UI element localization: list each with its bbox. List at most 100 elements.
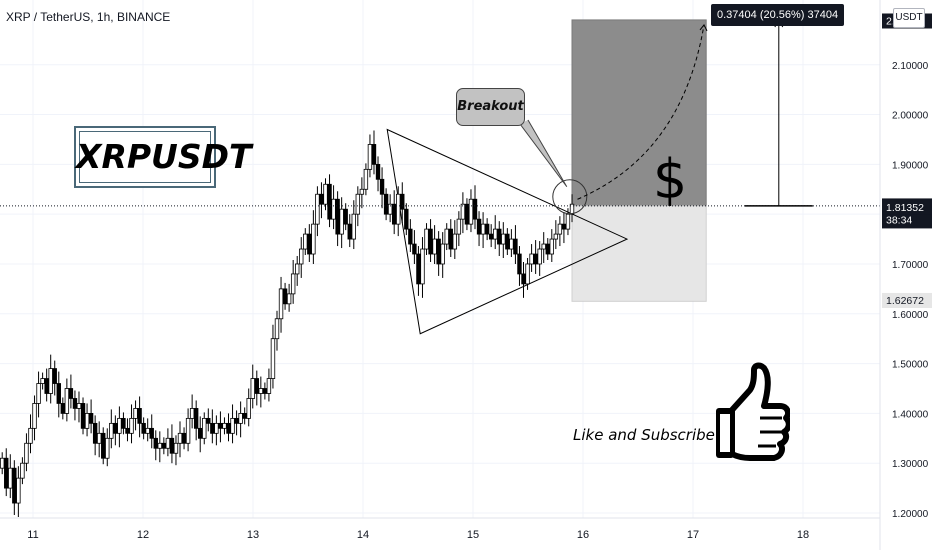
- candle-body: [505, 233, 510, 250]
- candle-body: [109, 422, 114, 439]
- candle-body: [101, 432, 106, 459]
- candle-body: [456, 218, 462, 235]
- candle-body: [198, 427, 203, 439]
- candle-body: [303, 233, 308, 250]
- candle-body: [319, 193, 324, 205]
- candle-body: [226, 422, 231, 434]
- currency-label[interactable]: USDT: [893, 8, 925, 28]
- candle-body: [513, 238, 518, 255]
- price-tag-bg: [882, 199, 932, 215]
- candle-body: [387, 203, 393, 215]
- candle-body: [295, 263, 300, 275]
- x-tick-label: 12: [137, 529, 149, 541]
- candle-body: [379, 178, 385, 195]
- candle-body: [569, 203, 575, 215]
- price-tag: 1.62672: [882, 292, 932, 308]
- candle-body: [343, 208, 348, 225]
- candle-body: [363, 168, 369, 190]
- candle-body: [278, 288, 284, 320]
- candle-body: [214, 422, 219, 434]
- candle-body: [351, 213, 356, 240]
- candle-body: [88, 413, 94, 424]
- candle-body: [238, 413, 243, 424]
- candle-body: [4, 457, 9, 489]
- candle-body: [44, 378, 49, 394]
- candle-body: [307, 233, 312, 255]
- candle-body: [391, 203, 397, 225]
- candle-body: [210, 422, 215, 434]
- x-tick-label: 15: [467, 529, 479, 541]
- candle-body: [525, 263, 530, 285]
- candle-body: [270, 338, 276, 379]
- candle-body: [286, 293, 292, 305]
- candle-body: [169, 437, 175, 454]
- candle-body: [367, 144, 373, 170]
- y-tick-label: 2.00000: [892, 111, 929, 122]
- candle-body: [497, 228, 502, 245]
- candle-body: [218, 422, 223, 429]
- x-tick-label: 17: [687, 529, 699, 541]
- x-tick-label: 14: [357, 529, 369, 541]
- candle-body: [145, 427, 150, 434]
- y-tick-label: 1.50000: [892, 360, 929, 371]
- candle-body: [96, 432, 102, 444]
- dollar-annotation: $: [652, 148, 688, 211]
- candle-body: [299, 248, 304, 265]
- candle-body: [452, 233, 458, 250]
- candle-body: [36, 383, 41, 404]
- y-tick-label: 1.60000: [892, 310, 929, 321]
- candle-body: [84, 413, 90, 429]
- candle-body: [488, 233, 494, 240]
- candle-body: [76, 403, 82, 409]
- candle-body: [189, 408, 195, 419]
- projection-arrowhead: [699, 23, 708, 32]
- candle-body: [282, 288, 288, 305]
- candle-body: [72, 398, 78, 409]
- candle-body: [92, 422, 98, 444]
- candle-body: [161, 442, 167, 449]
- candle-body: [206, 417, 211, 424]
- candle-body: [464, 203, 470, 225]
- candle-body: [181, 432, 187, 444]
- candle-body: [375, 163, 381, 180]
- candle-body: [113, 422, 118, 434]
- y-tick-label: 1.90000: [892, 160, 929, 171]
- x-tick-label: 16: [577, 529, 589, 541]
- candle-body: [193, 408, 199, 429]
- candle-body: [177, 432, 183, 444]
- price-tag-countdown: 38:34: [886, 214, 912, 226]
- x-tick-label: 18: [797, 529, 809, 541]
- candle-body: [125, 427, 130, 434]
- candle-body: [509, 238, 514, 250]
- candle-body: [557, 223, 563, 235]
- candle-body: [40, 378, 45, 384]
- candle-body: [68, 388, 74, 399]
- thumbs-up-icon: [716, 362, 790, 461]
- y-tick-label: 2.10000: [892, 61, 929, 72]
- candle-body: [383, 193, 389, 215]
- x-tick-label: 11: [27, 529, 38, 541]
- candle-body: [311, 223, 316, 255]
- candle-body: [440, 243, 445, 265]
- candle-body: [290, 273, 296, 295]
- target-zone: [571, 19, 707, 207]
- candle-body: [8, 467, 13, 489]
- like-subscribe-text: Like and Subscribe: [573, 426, 715, 444]
- candle-body: [129, 417, 134, 434]
- candle-body: [533, 253, 538, 265]
- candle-body: [444, 228, 449, 245]
- candle-body: [480, 223, 486, 235]
- candle-body: [424, 228, 429, 250]
- y-tick-label: 1.70000: [892, 260, 929, 271]
- price-tag: 1.81352: [882, 199, 932, 215]
- candle-body: [331, 198, 336, 220]
- candle-body: [141, 422, 146, 434]
- candle-body: [274, 318, 280, 340]
- y-tick-label: 1.30000: [892, 459, 929, 470]
- candle-body: [460, 203, 466, 220]
- candle-body: [266, 378, 272, 394]
- symbol-box-text: XRPUSDT: [76, 137, 252, 176]
- candle-body: [222, 422, 227, 429]
